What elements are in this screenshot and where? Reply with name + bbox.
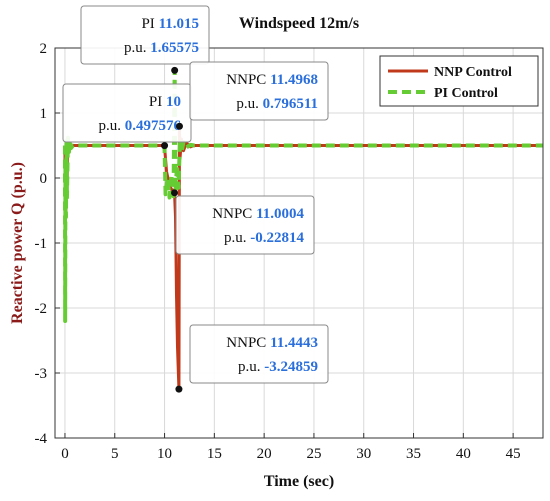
datatip-box (189, 324, 329, 384)
datatip-y-row: p.u. 0.796511 (236, 96, 318, 112)
datatip-x-row: NNPC 11.4968 (226, 72, 318, 88)
datatip-x-value: 10 (166, 94, 181, 110)
legend-label: NNP Control (434, 65, 512, 80)
y-tick-label: 0 (40, 171, 48, 187)
y-tick-label: -4 (35, 431, 48, 447)
y-tick-label: 2 (40, 41, 48, 57)
datatip-prefix: p.u. (236, 96, 262, 112)
x-tick-label: 10 (157, 446, 172, 462)
datatip-prefix: p.u. (224, 230, 250, 246)
datatip-label: NNPC (226, 72, 270, 88)
x-axis-label: Time (sec) (264, 473, 334, 490)
datatip-box (80, 5, 210, 65)
datatip-y-row: p.u. -3.24859 (238, 359, 318, 375)
annotations: PI 11.015 p.u. 1.65575 PI 10 p.u. 0.497576 N… (62, 5, 329, 393)
legend-label: PI Control (434, 86, 498, 101)
datatip-prefix: p.u. (238, 359, 264, 375)
datatip-label: PI (149, 94, 166, 110)
datatip-prefix: p.u. (99, 118, 125, 134)
y-tick-label: -3 (35, 366, 48, 382)
datatip-x-value: 11.4968 (270, 72, 318, 88)
datatip-y-value: -0.22814 (250, 230, 304, 246)
legend-box (379, 55, 539, 107)
datatip-label: NNPC (212, 206, 256, 222)
x-tick-label: 15 (207, 446, 222, 462)
datatip-x-value: 11.0004 (256, 206, 304, 222)
y-axis-label: Reactive power Q (p.u.) (9, 162, 26, 324)
chart-title: Windspeed 12m/s (239, 15, 359, 32)
datatip-label: PI (141, 16, 158, 32)
datatip-marker (171, 66, 179, 74)
x-tick-label: 35 (406, 446, 421, 462)
datatip-marker (175, 385, 183, 393)
datatip-marker (171, 189, 179, 197)
datatip-y-value: 0.497576 (125, 118, 182, 134)
datatip-marker (161, 142, 169, 150)
datatip-y-value: 0.796511 (263, 96, 318, 112)
legend: NNP Control PI Control (379, 55, 539, 107)
datatip-x-value: 11.4443 (270, 335, 318, 351)
datatip-x-value: 11.015 (159, 16, 199, 32)
y-tick-label: -2 (35, 301, 48, 317)
tick-labels: 0 5 10 15 20 25 30 35 40 45 -4 -3 -2 -1 0 1 2 (35, 41, 521, 462)
datatip-prefix: p.u. (124, 40, 150, 56)
datatip-box (175, 195, 315, 255)
datatip-y-row: p.u. 1.65575 (124, 40, 199, 56)
datatip-marker (175, 122, 183, 130)
x-tick-label: 0 (61, 446, 69, 462)
series-line-pi-control (62, 68, 543, 323)
y-tick-label: -1 (35, 236, 48, 252)
datatip-y-row: p.u. -0.22814 (224, 230, 304, 246)
datatip-x-row: PI 10 (149, 94, 181, 110)
y-tick-label: 1 (40, 106, 48, 122)
x-tick-label: 45 (506, 446, 521, 462)
datatip-y-value: 1.65575 (150, 40, 199, 56)
x-tick-label: 5 (111, 446, 119, 462)
x-tick-label: 40 (456, 446, 471, 462)
datatip-x-row: NNPC 11.0004 (212, 206, 304, 222)
datatip-x-row: NNPC 11.4443 (226, 335, 318, 351)
x-tick-label: 25 (306, 446, 321, 462)
x-tick-label: 20 (257, 446, 272, 462)
x-tick-label: 30 (356, 446, 371, 462)
datatip-y-row: p.u. 0.497576 (99, 118, 182, 134)
datatip-y-value: -3.24859 (264, 359, 318, 375)
datatip-x-row: PI 11.015 (141, 16, 199, 32)
datatip-label: NNPC (226, 335, 270, 351)
datatip-box (189, 61, 329, 121)
